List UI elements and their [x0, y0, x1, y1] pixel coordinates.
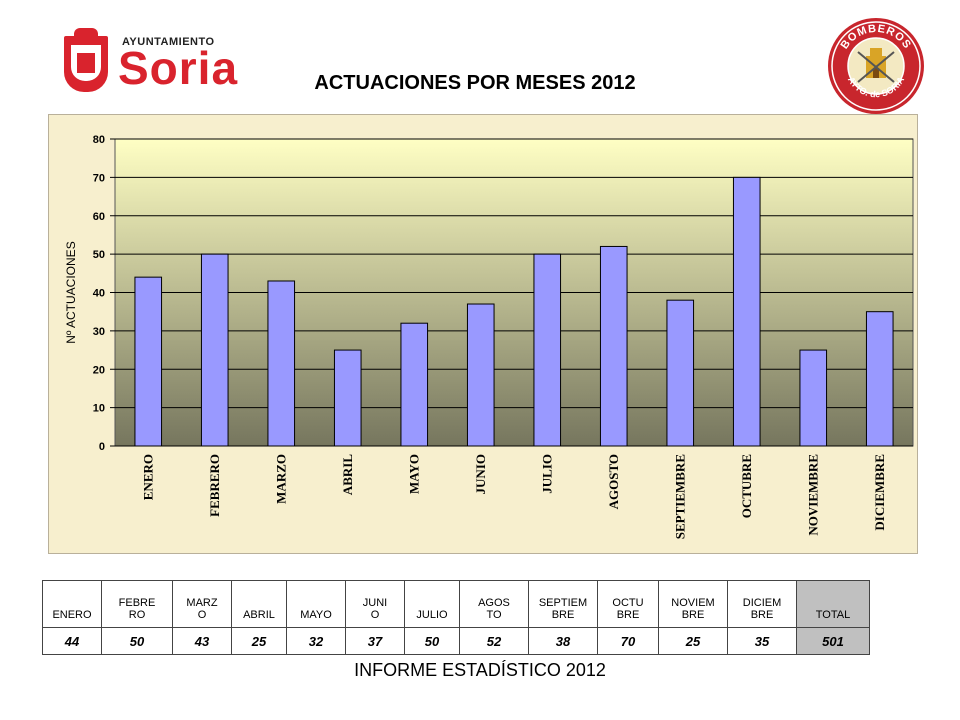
bar-junio	[466, 303, 495, 447]
table-header-cell: OCTU BRE	[597, 580, 659, 628]
bar-febrero	[200, 253, 229, 447]
x-tick-label: OCTUBRE	[739, 454, 754, 518]
table-header-cell: MARZ O	[172, 580, 232, 628]
y-tick-label: 80	[93, 134, 105, 146]
y-tick-label: 60	[93, 211, 105, 223]
x-tick-label: MARZO	[273, 454, 288, 504]
chart-frame: 0 10 20 30 40 50 60 70 80 ENERO FEBRERO MARZO ABRIL…	[48, 114, 918, 554]
y-tick-label: 40	[93, 288, 105, 300]
table-value-cell: 25	[658, 627, 728, 655]
table-value-cell: 70	[597, 627, 659, 655]
ayuntamiento-soria-logo: AYUNTAMIENTO Soria	[64, 28, 264, 94]
table-header-cell: DICIEM BRE	[727, 580, 797, 628]
table-header-cell: AGOS TO	[459, 580, 529, 628]
y-tick-label: 30	[93, 326, 105, 338]
table-values-row: 44 50 43 25 32 37 50 52 38 70 25 35 501	[42, 627, 870, 655]
table-header-cell: NOVIEM BRE	[658, 580, 728, 628]
table-header-cell: SEPTIEM BRE	[528, 580, 598, 628]
x-tick-label: MAYO	[406, 454, 421, 494]
table-value-cell: 25	[231, 627, 287, 655]
x-tick-label: ABRIL	[340, 454, 355, 496]
table-header-cell: ABRIL	[231, 580, 287, 628]
table-value-cell: 44	[42, 627, 102, 655]
y-axis-label: Nº ACTUACIONES	[64, 241, 78, 343]
bar-noviembre	[799, 349, 828, 447]
table-value-cell: 501	[796, 627, 870, 655]
footer-text: INFORME ESTADÍSTICO 2012	[354, 660, 606, 680]
logo-name: Soria	[118, 42, 239, 94]
bar-agosto	[599, 245, 628, 447]
y-tick-label: 10	[93, 403, 105, 415]
grid-lines	[110, 138, 913, 447]
y-tick-label: 0	[99, 441, 105, 453]
table-value-cell: 32	[286, 627, 346, 655]
bar-mayo	[400, 322, 429, 447]
x-tick-label: SEPTIEMBRE	[672, 454, 687, 539]
y-tick-labels: 0 10 20 30 40 50 60 70 80	[93, 134, 105, 453]
bar-marzo	[267, 280, 296, 447]
bomberos-badge-icon: BOMBEROS AYTO. de SORIA	[828, 18, 924, 114]
x-tick-label: FEBRERO	[207, 454, 222, 517]
x-tick-labels: ENERO FEBRERO MARZO ABRIL MAYO JUNIO JULIO AGOS…	[140, 454, 887, 540]
chart-title: ACTUACIONES POR MESES 2012	[314, 72, 636, 94]
x-tick-label: NOVIEMBRE	[805, 454, 820, 536]
y-tick-label: 20	[93, 364, 105, 376]
soria-crest-icon	[64, 28, 108, 92]
bar-octubre	[732, 176, 761, 447]
bar-diciembre	[865, 311, 894, 447]
x-tick-label: JULIO	[539, 454, 554, 494]
bars	[134, 176, 894, 447]
table-value-cell: 50	[404, 627, 460, 655]
table-header-cell: TOTAL	[796, 580, 870, 628]
table-value-cell: 50	[101, 627, 173, 655]
logo-top-text: AYUNTAMIENTO	[122, 36, 215, 48]
table-value-cell: 43	[172, 627, 232, 655]
bar-julio	[533, 253, 562, 447]
table-header-cell: ENERO	[42, 580, 102, 628]
table-header-cell: MAYO	[286, 580, 346, 628]
table-value-cell: 37	[345, 627, 405, 655]
x-tick-label: JUNIO	[473, 454, 488, 494]
table-header-cell: FEBRE RO	[101, 580, 173, 628]
table-value-cell: 35	[727, 627, 797, 655]
x-tick-label: AGOSTO	[606, 454, 621, 509]
monthly-data-table: ENERO FEBRE RO MARZ O ABRIL MAYO JUNI O JULIO A…	[42, 580, 870, 655]
table-value-cell: 38	[528, 627, 598, 655]
table-header-row: ENERO FEBRE RO MARZ O ABRIL MAYO JUNI O JULIO A…	[42, 580, 870, 628]
bar-chart: 0 10 20 30 40 50 60 70 80 ENERO FEBRERO MARZO ABRIL…	[64, 134, 914, 540]
bar-abril	[333, 349, 362, 447]
table-header-cell: JULIO	[404, 580, 460, 628]
bar-septiembre	[666, 299, 695, 447]
x-tick-label: DICIEMBRE	[872, 454, 887, 531]
y-tick-label: 70	[93, 172, 105, 184]
x-tick-label: ENERO	[140, 454, 155, 500]
table-header-cell: JUNI O	[345, 580, 405, 628]
table-value-cell: 52	[459, 627, 529, 655]
y-tick-label: 50	[93, 249, 105, 261]
bar-enero	[134, 276, 163, 447]
